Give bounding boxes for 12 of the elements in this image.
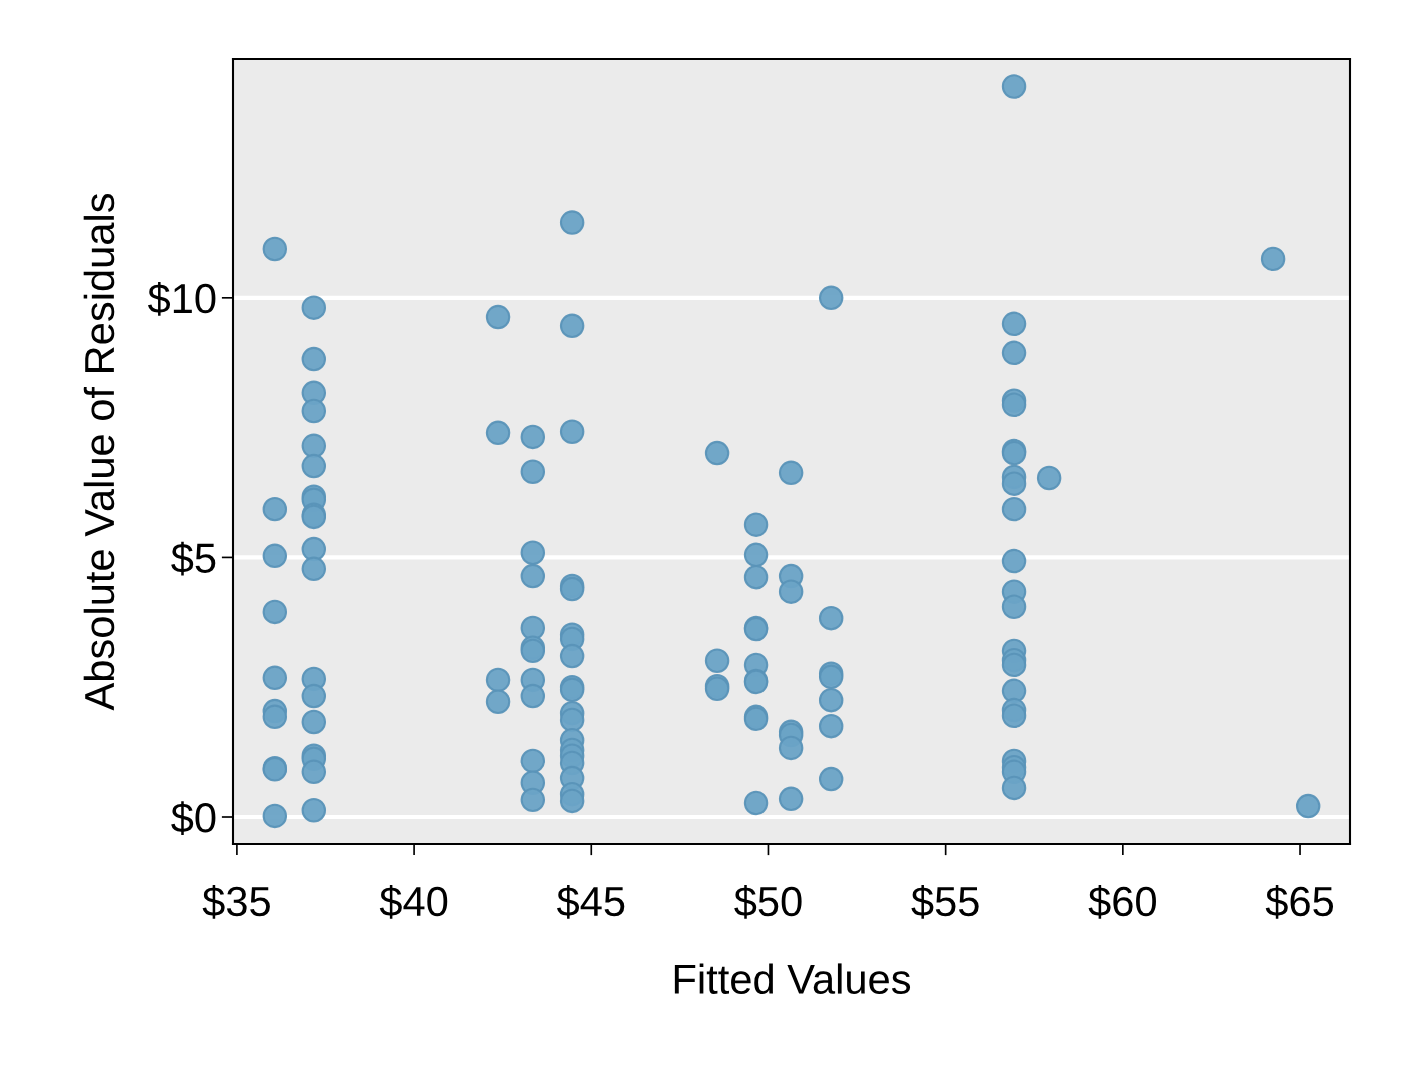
x-tick-label: $55 xyxy=(911,885,979,919)
x-tick-label: $45 xyxy=(556,885,625,919)
x-axis-title: Fitted Values xyxy=(674,963,911,994)
x-tick-label: $65 xyxy=(1265,885,1334,919)
y-tick-label: $0 xyxy=(171,801,216,835)
y-tick-label: $10 xyxy=(147,282,216,316)
y-tick-label: $5 xyxy=(171,541,216,576)
y-axis-title: Absolute Value of Residuals xyxy=(83,193,115,711)
x-tick-label: $60 xyxy=(1088,885,1156,919)
x-tick-label: $35 xyxy=(202,885,270,919)
x-tick-label: $40 xyxy=(379,885,448,919)
x-tick-label: $50 xyxy=(734,885,802,919)
